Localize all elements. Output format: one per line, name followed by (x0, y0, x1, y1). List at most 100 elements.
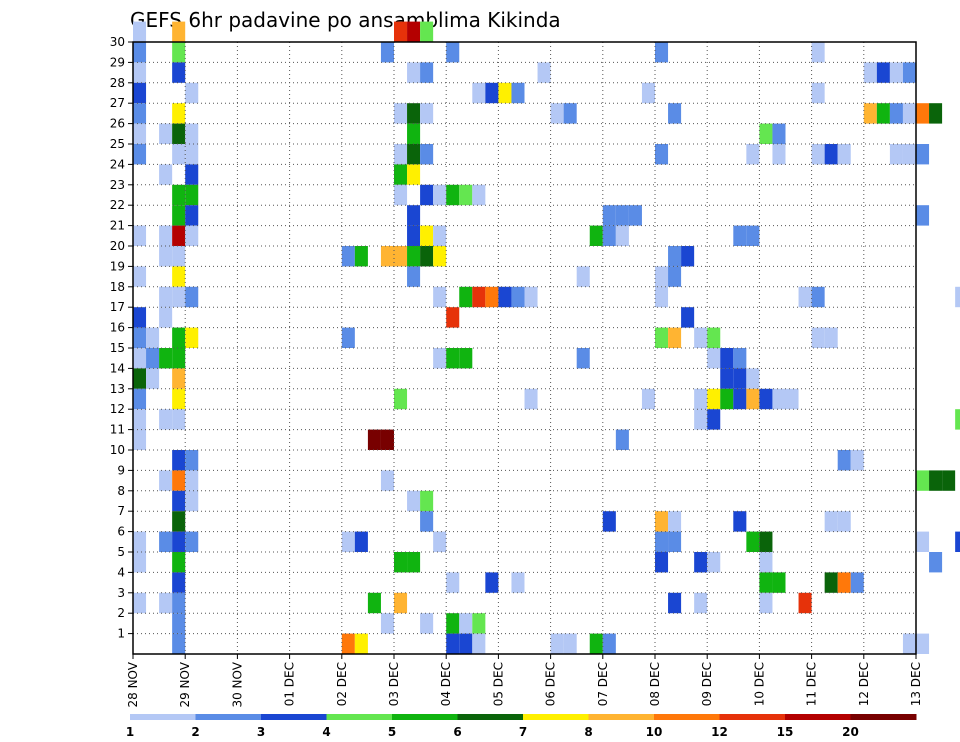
cell (185, 490, 199, 512)
cell (759, 572, 773, 593)
cell (733, 225, 747, 246)
cell (720, 368, 734, 389)
cell (159, 409, 173, 430)
cell (433, 348, 447, 369)
colorbar-swatch (195, 714, 262, 720)
cell (628, 205, 642, 226)
y-tick-label: 22 (110, 198, 125, 212)
cell (472, 184, 486, 206)
cell (668, 103, 682, 124)
cell (380, 470, 394, 491)
colorbar-label: 1 (126, 725, 134, 739)
colorbar-label: 12 (711, 725, 728, 739)
x-tick-label: 12 DEC (857, 662, 871, 706)
cell (655, 327, 669, 348)
cell (720, 388, 734, 410)
cell (668, 531, 682, 552)
cell (394, 184, 408, 206)
cell (185, 286, 199, 308)
x-tick-label: 02 DEC (335, 662, 349, 706)
cell (172, 531, 186, 552)
cell (172, 348, 186, 369)
y-axis: 1234567891011121314151617181920212223242… (110, 35, 133, 641)
colorbar-swatch (588, 714, 655, 720)
cell (433, 246, 447, 267)
cell (694, 552, 708, 573)
cell (185, 327, 199, 348)
colorbar-label: 3 (257, 725, 265, 739)
cell (707, 327, 721, 348)
cell (146, 348, 160, 369)
cell (602, 633, 616, 654)
cell (172, 123, 186, 144)
cell (955, 286, 960, 308)
cell (394, 144, 408, 165)
cell (185, 164, 199, 185)
cell (498, 82, 512, 104)
cell (407, 266, 421, 287)
cell (785, 388, 799, 410)
cell (889, 62, 903, 83)
cell (863, 103, 877, 124)
cell (146, 368, 160, 389)
cell (655, 266, 669, 287)
cell (459, 184, 473, 206)
cell (720, 348, 734, 369)
y-tick-label: 13 (110, 382, 125, 396)
cell (655, 144, 669, 165)
cell (485, 82, 499, 104)
cell (354, 633, 368, 654)
cell (472, 633, 486, 654)
cell (159, 307, 173, 328)
cell (694, 409, 708, 430)
cell (394, 21, 408, 42)
cell (172, 511, 186, 532)
cell (133, 144, 147, 165)
x-tick-label: 01 DEC (283, 662, 297, 706)
cell (159, 225, 173, 246)
cell (133, 103, 147, 124)
cell (159, 348, 173, 369)
cell (446, 613, 460, 634)
cell (655, 552, 669, 573)
cell (916, 205, 930, 226)
cell (681, 246, 695, 267)
colorbar-swatch (326, 714, 393, 720)
cell (759, 531, 773, 552)
cell (811, 144, 825, 165)
cell (172, 225, 186, 246)
cell (837, 450, 851, 471)
cell (916, 633, 930, 654)
cell (772, 388, 786, 410)
cell (394, 552, 408, 573)
cell (498, 286, 512, 308)
cell (955, 409, 960, 430)
cell (446, 42, 460, 63)
cell (655, 286, 669, 308)
cell (420, 511, 434, 532)
cell (172, 470, 186, 491)
y-tick-label: 26 (110, 117, 125, 131)
chart-title: GEFS 6hr padavine po ansamblima Kikinda (130, 8, 561, 32)
cell (824, 327, 838, 348)
cell (133, 266, 147, 287)
cell (824, 144, 838, 165)
cell (772, 144, 786, 165)
cell (420, 144, 434, 165)
x-tick-label: 10 DEC (752, 662, 766, 706)
cell (172, 572, 186, 593)
cell (407, 205, 421, 226)
colorbar-swatch (130, 714, 196, 720)
y-tick-label: 15 (110, 341, 125, 355)
cell (185, 450, 199, 471)
cell (602, 225, 616, 246)
cell (694, 327, 708, 348)
cell (367, 592, 381, 614)
cell (511, 82, 525, 104)
cell (459, 286, 473, 308)
cell (420, 225, 434, 246)
cell (746, 531, 760, 552)
x-tick-label: 06 DEC (544, 662, 558, 706)
cell (772, 572, 786, 593)
plot-frame (132, 41, 917, 655)
